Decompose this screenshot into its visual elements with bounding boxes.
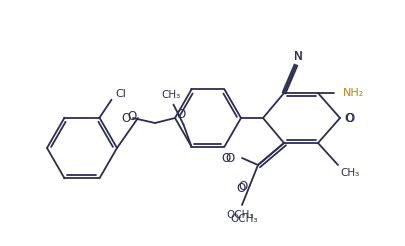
Text: OCH₃: OCH₃	[226, 210, 253, 220]
Text: O: O	[221, 152, 230, 165]
Text: OCH₃: OCH₃	[230, 214, 257, 224]
Text: O: O	[225, 152, 234, 165]
Text: O: O	[344, 112, 354, 125]
Text: O: O	[238, 181, 247, 194]
Text: Cl: Cl	[115, 89, 126, 99]
Text: O: O	[122, 111, 131, 124]
Text: O: O	[343, 111, 352, 124]
Text: O: O	[177, 108, 185, 121]
Text: CH₃: CH₃	[162, 90, 181, 100]
Text: O: O	[127, 110, 136, 123]
Text: NH₂: NH₂	[342, 88, 363, 98]
Text: N: N	[293, 49, 302, 62]
Text: N: N	[293, 49, 302, 62]
Text: O: O	[236, 182, 245, 195]
Text: CH₃: CH₃	[339, 168, 358, 178]
